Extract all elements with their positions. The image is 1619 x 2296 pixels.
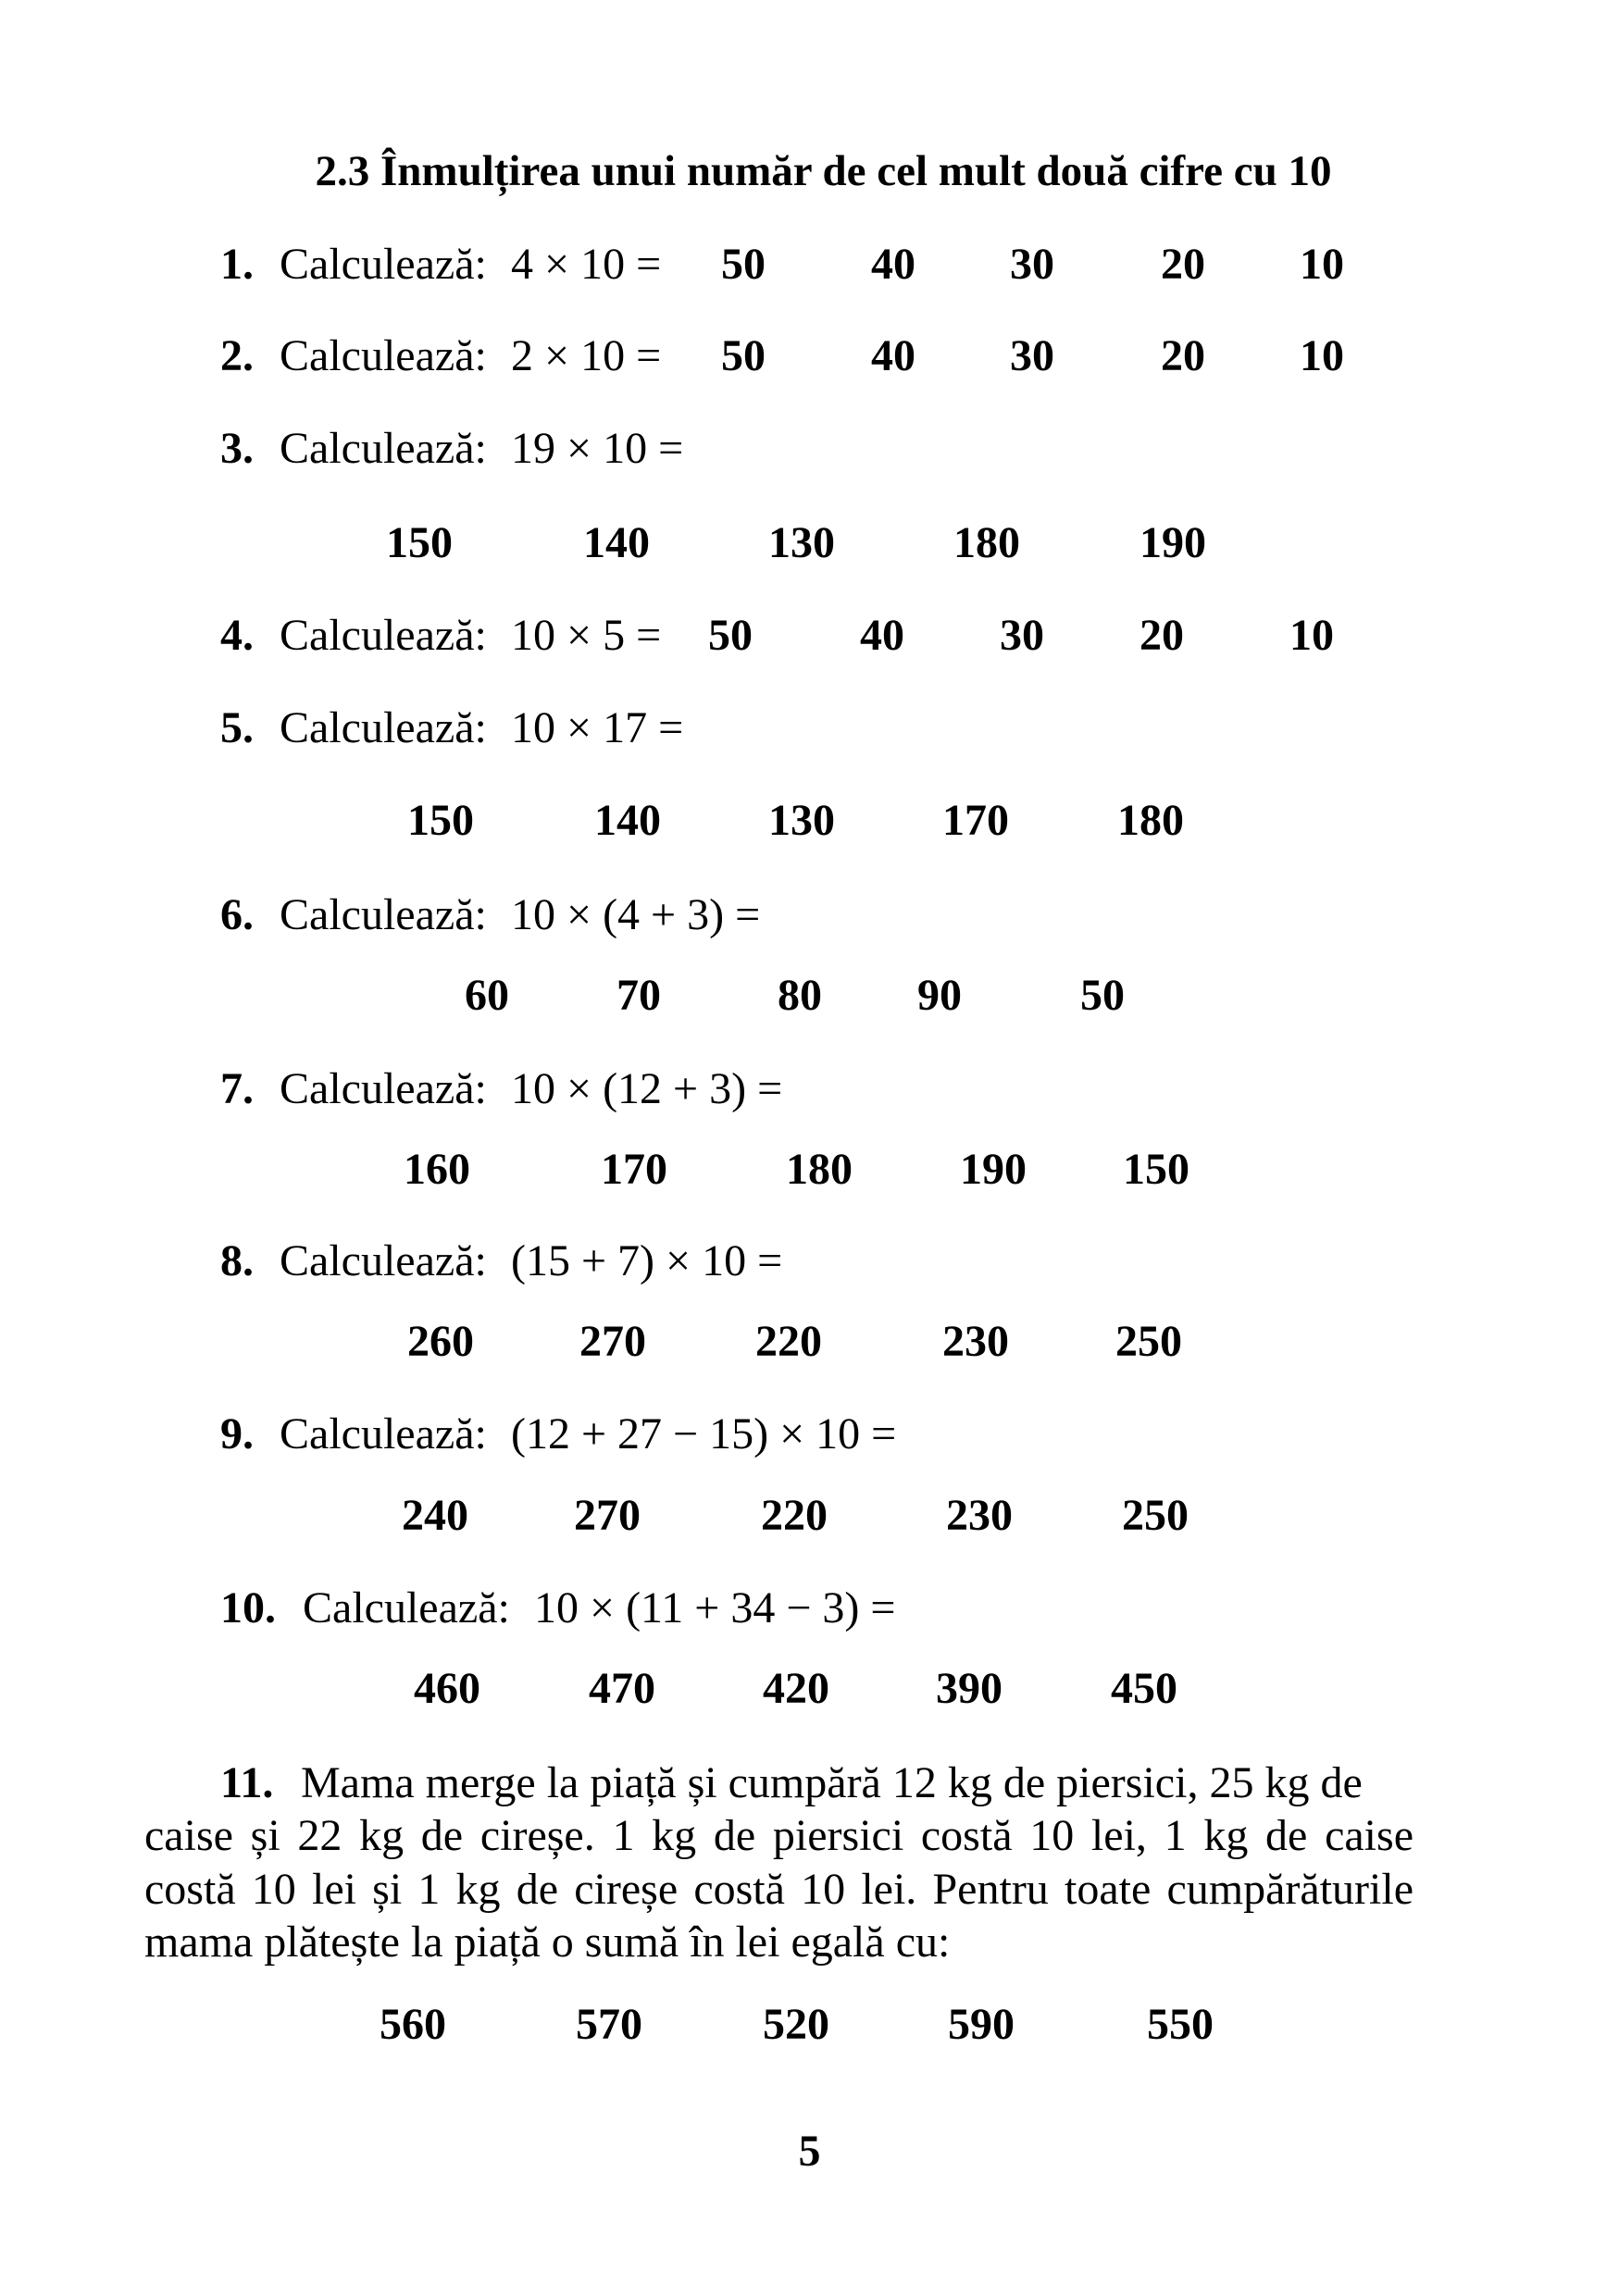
answer-option[interactable]: 270 (574, 1491, 641, 1540)
question-label: Calculează: (280, 611, 487, 660)
question-expression: 19 × 10 = (511, 424, 684, 473)
question-number: 5. (220, 703, 254, 752)
answer-option[interactable]: 50 (721, 331, 766, 380)
answer-option[interactable]: 220 (755, 1317, 822, 1366)
question-number: 2. (220, 331, 254, 380)
answer-option[interactable]: 50 (708, 611, 753, 660)
answer-option[interactable]: 190 (1140, 518, 1206, 567)
answer-option[interactable]: 10 (1289, 611, 1334, 660)
question-label: Calculează: (280, 1409, 487, 1458)
answer-option[interactable]: 470 (589, 1664, 655, 1713)
answer-option[interactable]: 450 (1111, 1664, 1177, 1713)
question-expression: 10 × (11 + 34 − 3) = (534, 1583, 896, 1632)
answer-option[interactable]: 460 (414, 1664, 480, 1713)
question-label: Calculează: (280, 1236, 487, 1285)
answer-option[interactable]: 20 (1161, 331, 1205, 380)
answer-option[interactable]: 10 (1300, 331, 1344, 380)
question-expression: 10 × (4 + 3) = (511, 890, 761, 939)
answer-option[interactable]: 230 (942, 1317, 1009, 1366)
question-expression: 10 × (12 + 3) = (511, 1064, 783, 1113)
problem-line: costă 10 lei și 1 kg de cireșe costă 10 … (144, 1865, 1414, 1914)
answer-option[interactable]: 590 (948, 2000, 1015, 2049)
answer-option[interactable]: 130 (768, 796, 835, 845)
answer-option[interactable]: 230 (946, 1491, 1013, 1540)
question-expression: 10 × 17 = (511, 703, 684, 752)
question-number: 6. (220, 890, 254, 939)
answer-option[interactable]: 20 (1140, 611, 1184, 660)
question-label: Calculează: (280, 240, 487, 289)
answer-option[interactable]: 520 (763, 2000, 829, 2049)
answer-option[interactable]: 140 (594, 796, 661, 845)
answer-option[interactable]: 60 (465, 971, 509, 1020)
answer-option[interactable]: 260 (407, 1317, 474, 1366)
answer-option[interactable]: 30 (1010, 331, 1054, 380)
problem-number: 11. (220, 1758, 274, 1807)
question-number: 1. (220, 240, 254, 289)
answer-option[interactable]: 270 (579, 1317, 646, 1366)
answer-option[interactable]: 570 (576, 2000, 642, 2049)
question-number: 8. (220, 1236, 254, 1285)
answer-option[interactable]: 10 (1300, 240, 1344, 289)
answer-option[interactable]: 150 (407, 796, 474, 845)
question-expression: (15 + 7) × 10 = (511, 1236, 783, 1285)
answer-option[interactable]: 190 (960, 1145, 1027, 1194)
answer-option[interactable]: 220 (761, 1491, 828, 1540)
answer-option[interactable]: 240 (402, 1491, 468, 1540)
question-number: 4. (220, 611, 254, 660)
answer-option[interactable]: 40 (871, 240, 915, 289)
answer-option[interactable]: 40 (860, 611, 904, 660)
answer-option[interactable]: 50 (721, 240, 766, 289)
answer-option[interactable]: 70 (616, 971, 661, 1020)
question-label: Calculează: (280, 703, 487, 752)
section-title: 2.3 Înmulțirea unui număr de cel mult do… (315, 147, 1332, 195)
question-expression: (12 + 27 − 15) × 10 = (511, 1409, 897, 1458)
answer-option[interactable]: 150 (1123, 1145, 1189, 1194)
answer-option[interactable]: 420 (763, 1664, 829, 1713)
answer-option[interactable]: 20 (1161, 240, 1205, 289)
answer-option[interactable]: 180 (953, 518, 1020, 567)
answer-option[interactable]: 30 (1010, 240, 1054, 289)
answer-option[interactable]: 250 (1115, 1317, 1182, 1366)
page-number: 5 (798, 2127, 821, 2176)
answer-option[interactable]: 390 (936, 1664, 1003, 1713)
problem-line: mama plătește la piață o sumă în lei ega… (144, 1917, 951, 1967)
answer-option[interactable]: 90 (917, 971, 962, 1020)
answer-option[interactable]: 30 (1000, 611, 1044, 660)
answer-option[interactable]: 80 (778, 971, 822, 1020)
question-number: 3. (220, 424, 254, 473)
question-label: Calculează: (280, 331, 487, 380)
problem-line: caise și 22 kg de cireșe. 1 kg de piersi… (144, 1811, 1414, 1860)
answer-option[interactable]: 140 (583, 518, 650, 567)
answer-option[interactable]: 550 (1147, 2000, 1214, 2049)
answer-option[interactable]: 130 (768, 518, 835, 567)
question-label: Calculează: (280, 1064, 487, 1113)
question-number: 10. (220, 1583, 276, 1632)
question-label: Calculează: (280, 424, 487, 473)
problem-line: Mama merge la piață și cumpără 12 kg de … (301, 1758, 1363, 1807)
answer-option[interactable]: 180 (1117, 796, 1184, 845)
question-expression: 10 × 5 = (511, 611, 662, 660)
answer-option[interactable]: 170 (942, 796, 1009, 845)
answer-option[interactable]: 170 (601, 1145, 667, 1194)
answer-option[interactable]: 560 (380, 2000, 446, 2049)
answer-option[interactable]: 250 (1122, 1491, 1189, 1540)
answer-option[interactable]: 180 (786, 1145, 853, 1194)
answer-option[interactable]: 40 (871, 331, 915, 380)
answer-option[interactable]: 160 (404, 1145, 470, 1194)
answer-option[interactable]: 50 (1080, 971, 1125, 1020)
answer-option[interactable]: 150 (386, 518, 453, 567)
question-expression: 4 × 10 = (511, 240, 662, 289)
question-expression: 2 × 10 = (511, 331, 662, 380)
question-label: Calculează: (303, 1583, 510, 1632)
question-number: 9. (220, 1409, 254, 1458)
question-label: Calculează: (280, 890, 487, 939)
question-number: 7. (220, 1064, 254, 1113)
